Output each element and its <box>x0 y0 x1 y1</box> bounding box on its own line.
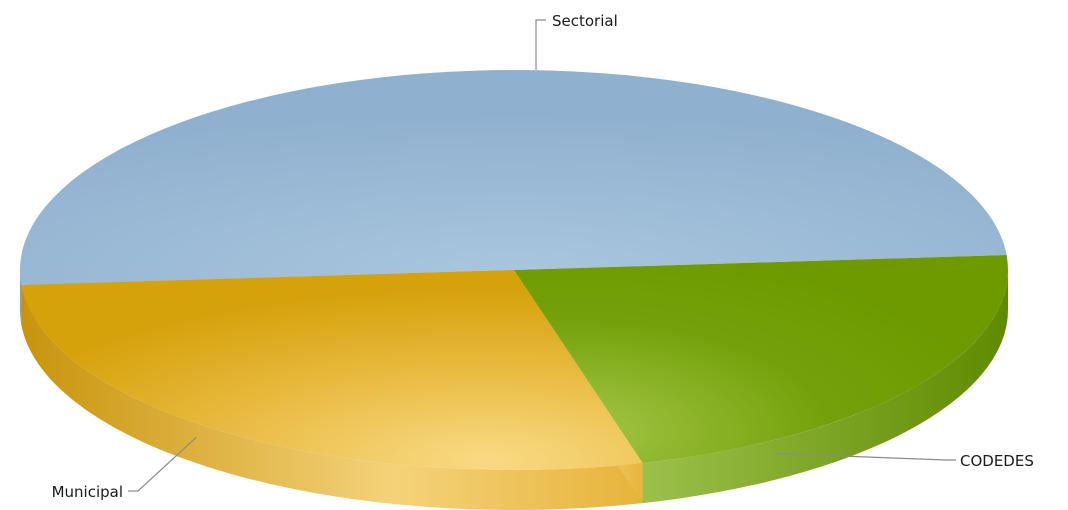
pie-tops <box>20 70 1008 470</box>
slice-label-sectorial: Sectorial <box>552 12 618 30</box>
pie-slice-sectorial <box>20 70 1007 285</box>
slice-label-codedes: CODEDES <box>960 452 1034 470</box>
slice-label-municipal: Municipal <box>52 483 123 501</box>
leader-line-sectorial <box>536 20 546 70</box>
